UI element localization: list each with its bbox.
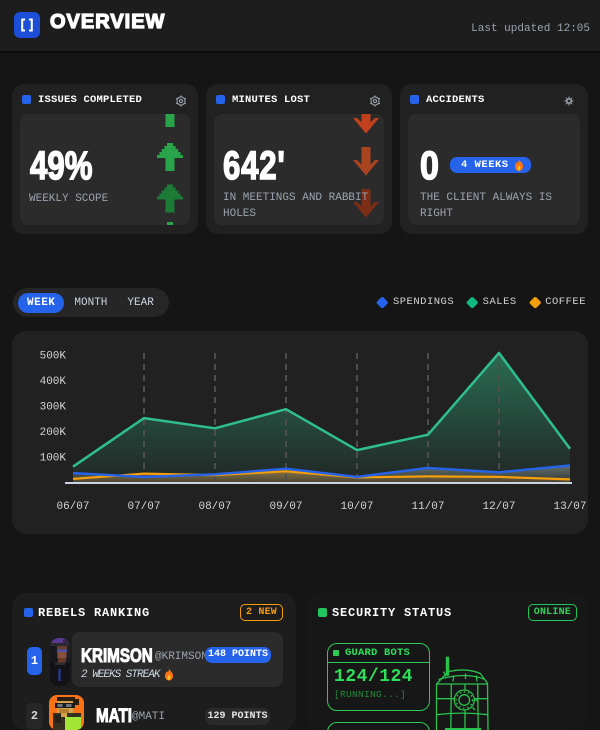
- svg-text:07/07: 07/07: [127, 501, 160, 513]
- svg-text:08/07: 08/07: [198, 501, 231, 513]
- svg-text:13/07: 13/07: [553, 501, 586, 513]
- svg-text:400K: 400K: [40, 376, 67, 388]
- svg-text:200K: 200K: [40, 427, 67, 439]
- svg-text:500K: 500K: [40, 351, 67, 363]
- svg-text:06/07: 06/07: [56, 501, 89, 513]
- svg-text:11/07: 11/07: [411, 501, 444, 513]
- svg-text:300K: 300K: [40, 402, 67, 414]
- svg-text:100K: 100K: [40, 453, 67, 465]
- svg-text:12/07: 12/07: [482, 501, 515, 513]
- svg-text:09/07: 09/07: [269, 501, 302, 513]
- svg-text:10/07: 10/07: [340, 501, 373, 513]
